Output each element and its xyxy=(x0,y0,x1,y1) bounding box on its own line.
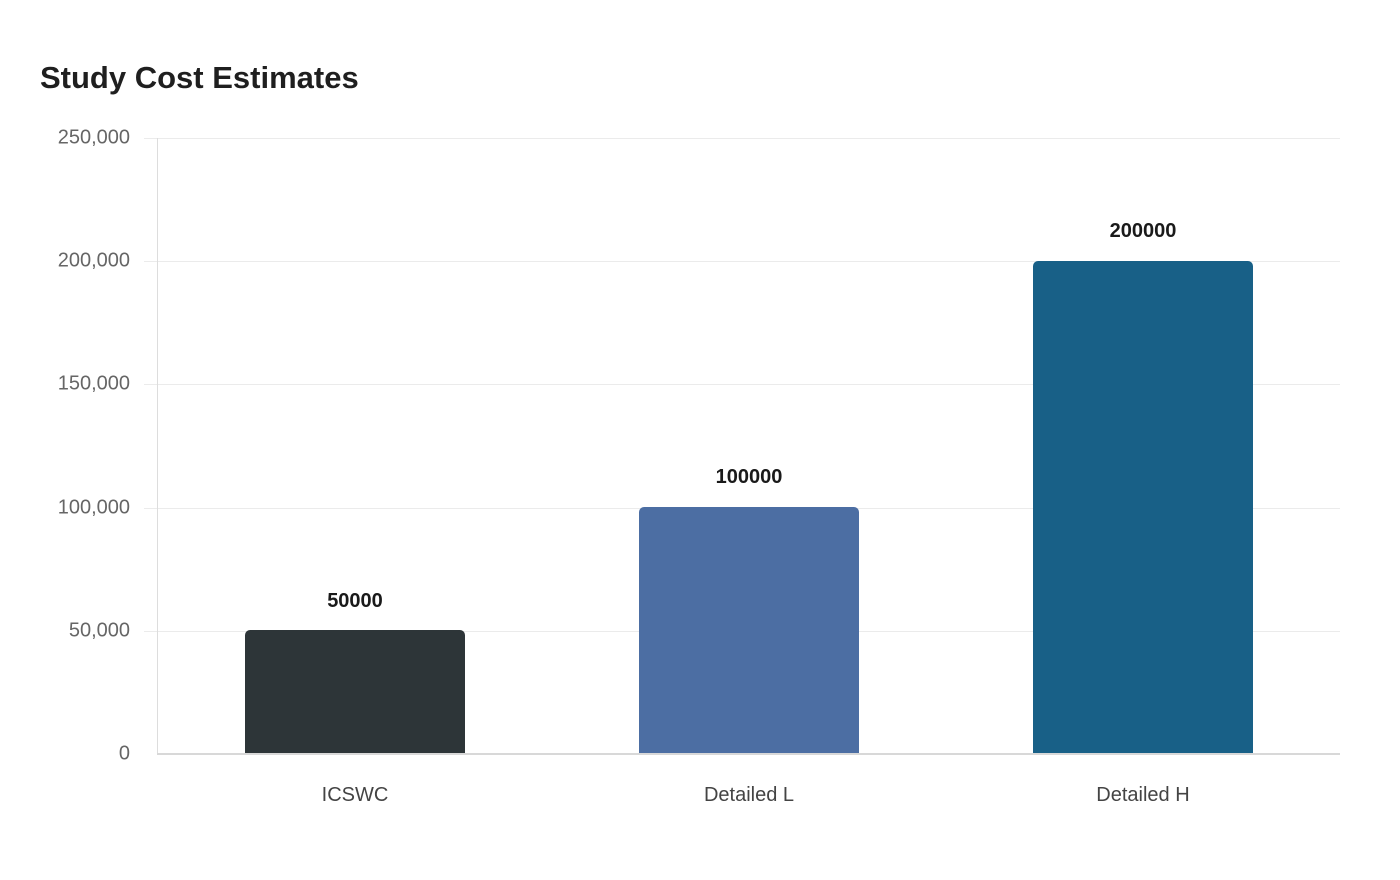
x-tick-label: Detailed L xyxy=(703,784,795,806)
y-tick-label: 50,000 xyxy=(68,619,130,642)
x-axis-line xyxy=(157,753,1340,755)
gridline-200000 xyxy=(144,261,1340,262)
x-tick-label: Detailed H xyxy=(1096,784,1190,806)
chart-title: Study Cost Estimates xyxy=(40,60,359,95)
y-tick-label: 0 xyxy=(118,742,130,765)
bar-detailed-l xyxy=(639,507,859,754)
bar-icswc xyxy=(245,630,465,754)
bar-detailed-h xyxy=(1033,261,1253,754)
bar-value-label: 100000 xyxy=(715,466,783,488)
y-axis-line xyxy=(157,138,158,754)
bar-value-label: 50000 xyxy=(327,590,383,612)
x-tick-label: ICSWC xyxy=(321,784,389,806)
gridline-150000 xyxy=(144,384,1340,385)
gridline-250000 xyxy=(144,138,1340,139)
y-tick-label: 150,000 xyxy=(57,372,130,395)
bar-value-label: 200000 xyxy=(1109,220,1177,242)
y-tick-label: 200,000 xyxy=(57,249,130,272)
y-tick-label: 250,000 xyxy=(57,126,130,149)
y-tick-label: 100,000 xyxy=(57,496,130,519)
